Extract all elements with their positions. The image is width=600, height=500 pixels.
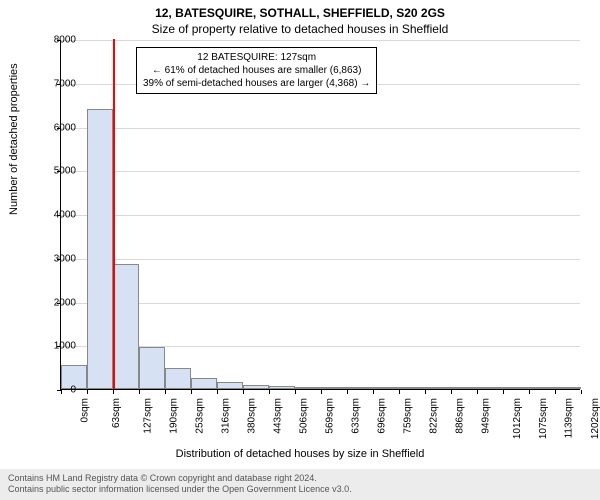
xtick-mark — [139, 390, 140, 394]
xtick-label: 380sqm — [247, 398, 258, 434]
annotation-box: 12 BATESQUIRE: 127sqm← 61% of detached h… — [136, 47, 377, 94]
xtick-mark — [373, 390, 374, 394]
gridline — [61, 171, 580, 172]
xtick-label: 316sqm — [221, 398, 232, 434]
xtick-mark — [425, 390, 426, 394]
xtick-label: 1139sqm — [563, 398, 574, 438]
xtick-label: 633sqm — [351, 398, 362, 434]
plot-area: 12 BATESQUIRE: 127sqm← 61% of detached h… — [60, 40, 580, 390]
histogram-bar — [477, 387, 503, 389]
xtick-mark — [477, 390, 478, 394]
xtick-label: 63sqm — [111, 398, 122, 428]
footer-line-1: Contains HM Land Registry data © Crown c… — [8, 473, 592, 485]
xtick-label: 759sqm — [403, 398, 414, 434]
xtick-mark — [529, 390, 530, 394]
histogram-bar — [139, 347, 165, 389]
histogram-bar — [321, 387, 347, 389]
histogram-bar — [243, 385, 269, 389]
ytick-label: 2000 — [36, 297, 76, 308]
ytick-label: 3000 — [36, 253, 76, 264]
x-axis-label: Distribution of detached houses by size … — [0, 448, 600, 460]
footer-line-2: Contains public sector information licen… — [8, 484, 592, 496]
xtick-label: 1075sqm — [538, 398, 549, 439]
y-axis-label: Number of detached properties — [8, 63, 20, 215]
xtick-label: 886sqm — [455, 398, 466, 434]
xtick-label: 949sqm — [481, 398, 492, 434]
xtick-label: 190sqm — [169, 398, 180, 434]
annotation-line: 12 BATESQUIRE: 127sqm — [143, 51, 370, 64]
gridline — [61, 215, 580, 216]
ytick-label: 7000 — [36, 78, 76, 89]
xtick-label: 127sqm — [143, 398, 154, 434]
xtick-label: 253sqm — [195, 398, 206, 434]
ytick-label: 6000 — [36, 122, 76, 133]
xtick-mark — [399, 390, 400, 394]
histogram-bar — [425, 387, 451, 389]
footer-attribution: Contains HM Land Registry data © Crown c… — [0, 469, 600, 500]
xtick-mark — [295, 390, 296, 394]
xtick-mark — [217, 390, 218, 394]
xtick-mark — [243, 390, 244, 394]
xtick-label: 506sqm — [299, 398, 310, 434]
histogram-bar — [503, 387, 529, 389]
histogram-bar — [399, 387, 425, 389]
xtick-label: 1202sqm — [590, 398, 600, 439]
histogram-bar — [347, 387, 373, 389]
xtick-label: 443sqm — [273, 398, 284, 434]
chart-title-main: 12, BATESQUIRE, SOTHALL, SHEFFIELD, S20 … — [0, 0, 600, 20]
xtick-mark — [165, 390, 166, 394]
ytick-label: 8000 — [36, 35, 76, 46]
histogram-bar — [113, 264, 139, 389]
ytick-label: 4000 — [36, 210, 76, 221]
chart-area: 12 BATESQUIRE: 127sqm← 61% of detached h… — [60, 40, 580, 390]
xtick-mark — [269, 390, 270, 394]
histogram-bar — [451, 387, 477, 389]
annotation-line: ← 61% of detached houses are smaller (6,… — [143, 64, 370, 77]
xtick-label: 696sqm — [377, 398, 388, 434]
ytick-label: 1000 — [36, 341, 76, 352]
annotation-line: 39% of semi-detached houses are larger (… — [143, 77, 370, 90]
xtick-label: 822sqm — [429, 398, 440, 434]
property-marker-line — [113, 39, 115, 389]
gridline — [61, 40, 580, 41]
histogram-bar — [373, 387, 399, 389]
xtick-mark — [87, 390, 88, 394]
xtick-mark — [113, 390, 114, 394]
histogram-bar — [295, 387, 321, 389]
xtick-mark — [321, 390, 322, 394]
xtick-mark — [191, 390, 192, 394]
histogram-bar — [191, 378, 217, 389]
histogram-bar — [555, 387, 581, 389]
xtick-label: 569sqm — [325, 398, 336, 434]
xtick-mark — [555, 390, 556, 394]
histogram-bar — [165, 368, 191, 389]
xtick-mark — [503, 390, 504, 394]
xtick-mark — [451, 390, 452, 394]
histogram-bar — [529, 387, 555, 389]
ytick-label: 5000 — [36, 166, 76, 177]
histogram-bar — [87, 109, 113, 389]
chart-title-sub: Size of property relative to detached ho… — [0, 20, 600, 40]
histogram-bar — [269, 386, 295, 389]
gridline — [61, 128, 580, 129]
xtick-label: 1012sqm — [512, 398, 523, 439]
xtick-mark — [347, 390, 348, 394]
xtick-label: 0sqm — [79, 398, 90, 422]
gridline — [61, 259, 580, 260]
xtick-mark — [581, 390, 582, 394]
histogram-bar — [217, 382, 243, 389]
ytick-label: 0 — [36, 385, 76, 396]
